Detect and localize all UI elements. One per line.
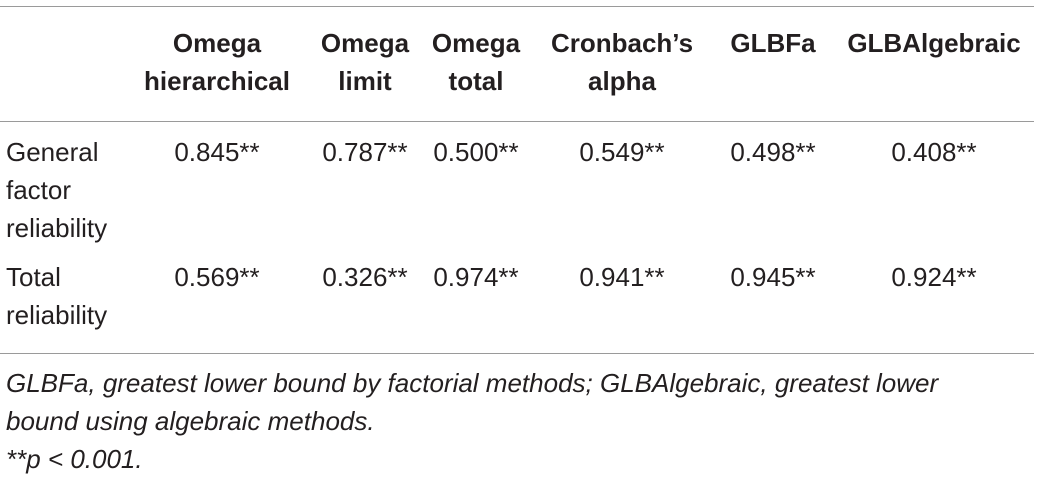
row-label-line: General: [6, 137, 99, 167]
header-line: Omega: [172, 28, 262, 58]
row-label-total-reliability: Total reliability: [6, 258, 136, 334]
row-label-line: reliability: [6, 300, 108, 330]
table-cell: 0.941**: [579, 262, 665, 292]
column-header-glbalgebraic: GLBAlgebraic: [834, 24, 1034, 62]
column-header-omega-hierarchical: Omega hierarchical: [133, 24, 301, 100]
table-cell: 0.326**: [322, 262, 408, 292]
footnote-abbreviations-line1: GLBFa, greatest lower bound by factorial…: [6, 368, 939, 398]
table-cell: 0.924**: [891, 262, 977, 292]
table-cell: 0.974**: [433, 262, 519, 292]
header-divider-rule: [0, 121, 1034, 122]
header-line: hierarchical: [144, 66, 290, 96]
column-header-glbfa: GLBFa: [714, 24, 832, 62]
header-line: Omega: [320, 28, 410, 58]
footnote-significance: **p < 0.001.: [6, 444, 143, 474]
row-label-line: factor: [6, 175, 72, 205]
row-label-general-factor-reliability: General factor reliability: [6, 133, 136, 247]
header-line: total: [448, 66, 504, 96]
footnote-abbreviations-line2: bound using algebraic methods.: [6, 406, 375, 436]
header-line: Cronbach’s: [550, 28, 694, 58]
table-footnote: GLBFa, greatest lower bound by factorial…: [6, 364, 1036, 478]
header-line: GLBAlgebraic: [847, 28, 1021, 58]
table-cell: 0.498**: [730, 137, 816, 167]
header-line: limit: [338, 66, 392, 96]
row-label-line: reliability: [6, 213, 108, 243]
table-cell: 0.569**: [174, 262, 260, 292]
table-cell: 0.787**: [322, 137, 408, 167]
table-top-rule: [0, 6, 1034, 7]
table-cell: 0.845**: [174, 137, 260, 167]
header-line: Omega: [431, 28, 521, 58]
table-cell: 0.945**: [730, 262, 816, 292]
table-cell: 0.408**: [891, 137, 977, 167]
row-label-line: Total: [6, 262, 61, 292]
column-header-omega-limit: Omega limit: [312, 24, 418, 100]
table-cell: 0.549**: [579, 137, 665, 167]
header-line: alpha: [588, 66, 656, 96]
header-line: GLBFa: [730, 28, 816, 58]
table-cell: 0.500**: [433, 137, 519, 167]
column-header-cronbachs-alpha: Cronbach’s alpha: [542, 24, 702, 100]
column-header-omega-total: Omega total: [422, 24, 530, 100]
table-bottom-rule: [0, 353, 1034, 354]
